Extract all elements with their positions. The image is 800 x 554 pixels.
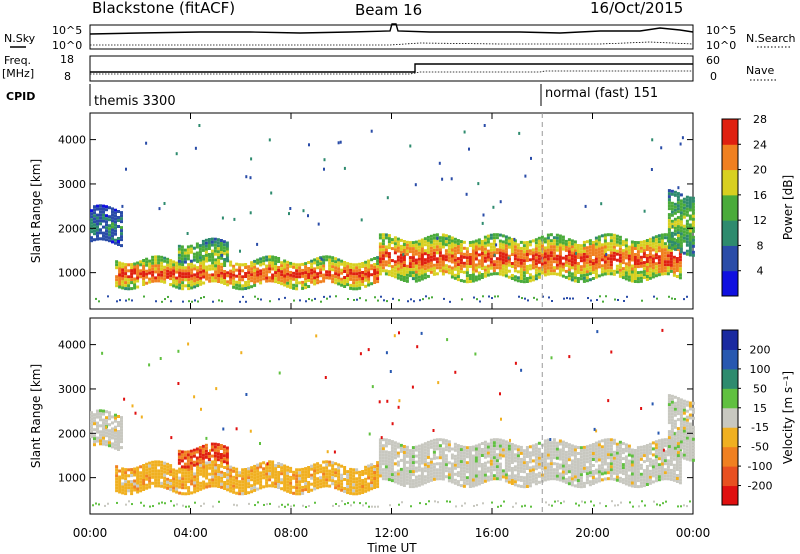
- nave-trace: [90, 70, 693, 75]
- colorbar-tick-label: 16: [753, 189, 767, 202]
- colorbar-segment: [722, 330, 738, 350]
- nsky-tick-bottom: 10^0: [52, 39, 82, 52]
- colorbar-segment: [722, 446, 738, 467]
- colorbar-title: Power [dB]: [781, 175, 795, 240]
- x-tick-label: 00:00: [73, 526, 108, 540]
- nave-tick-bottom: 0: [710, 70, 717, 83]
- cpid-strip: CPID themis 3300 normal (fast) 151: [6, 84, 658, 109]
- beam-title: Beam 16: [355, 1, 422, 19]
- colorbar-tick-label: 15: [753, 402, 767, 415]
- nave-label: Nave: [746, 64, 774, 77]
- echo-band: [177, 237, 229, 264]
- colorbar-tick-label: 8: [757, 239, 764, 252]
- power-colorbar: 4 8 12 16 20 24 28 Power [dB]: [721, 113, 795, 297]
- colorbar-segment: [722, 270, 738, 297]
- date-title: 16/Oct/2015: [590, 0, 683, 17]
- nsky-tick-top: 10^5: [52, 24, 82, 37]
- nsearch-tick-top: 10^5: [706, 24, 736, 37]
- echo-band: [378, 233, 682, 284]
- colorbar-segment: [722, 169, 738, 196]
- sparse-echoes: [101, 328, 676, 466]
- colorbar-tick-label: 4: [757, 265, 764, 278]
- nsearch-trace: [90, 41, 694, 46]
- colorbar-segment: [722, 194, 738, 221]
- nave-tick-top: 60: [706, 54, 720, 67]
- freq-unit: [MHz]: [2, 67, 34, 80]
- nsky-strip: N.Sky 10^5 10^0 10^5 10^0 N.Search: [4, 23, 796, 52]
- x-axis-title: Time UT: [366, 541, 417, 554]
- colorbar-tick-label: 200: [750, 343, 771, 356]
- echo-band: [115, 255, 380, 291]
- y-tick-label: 2000: [58, 222, 86, 235]
- y-axis-title: Slant Range [km]: [29, 364, 43, 468]
- colorbar-tick-label: 50: [753, 382, 767, 395]
- colorbar-tick-label: -100: [748, 460, 773, 473]
- cpid-segment-1: themis 3300: [94, 94, 176, 109]
- freq-trace: [90, 63, 693, 73]
- y-tick-label: 3000: [58, 178, 86, 191]
- colorbar-segment: [722, 144, 738, 171]
- colorbar-segment: [722, 407, 738, 428]
- colorbar-segment: [722, 368, 738, 389]
- cpid-segment-2: normal (fast) 151: [545, 86, 658, 101]
- freq-tick-bottom: 8: [64, 70, 71, 83]
- cpid-label: CPID: [6, 90, 35, 103]
- near-range-echoes: [92, 500, 691, 508]
- freq-tick-top: 18: [60, 53, 74, 66]
- colorbar-tick-label: 20: [753, 164, 767, 177]
- colorbar-segment: [722, 427, 738, 448]
- echo-band: [378, 438, 682, 489]
- echo-band: [177, 442, 229, 469]
- nsky-trace: [89, 23, 694, 35]
- velocity-colorbar: 200 100 50 15 -15 -50 -100 -200 Velocity [m s⁻¹]: [721, 329, 795, 506]
- site-title: Blackstone (fitACF): [92, 0, 235, 17]
- x-tick-label: 04:00: [173, 526, 208, 540]
- time-axis-labels: 00:00 04:00 08:00 12:00 16:00 20:00 00:00: [73, 526, 711, 540]
- colorbar-segment: [722, 119, 738, 145]
- echo-band: [667, 394, 695, 462]
- echo-band: [667, 189, 695, 257]
- y-axis-title: Slant Range [km]: [29, 159, 43, 263]
- y-tick-label: 1000: [58, 472, 86, 485]
- colorbar-segment: [722, 485, 738, 506]
- x-tick-label: 08:00: [274, 526, 309, 540]
- sparse-echoes: [121, 124, 684, 261]
- colorbar-tick-label: 100: [750, 363, 771, 376]
- echo-band: [115, 460, 380, 496]
- colorbar-segment: [722, 388, 738, 409]
- y-tick-label: 2000: [58, 427, 86, 440]
- colorbar-tick-label: 24: [753, 138, 767, 151]
- colorbar-tick-label: -50: [751, 441, 769, 454]
- echo-band: [90, 409, 123, 451]
- y-tick-label: 4000: [58, 134, 86, 147]
- freq-label: Freq.: [4, 54, 31, 67]
- y-tick-label: 1000: [58, 267, 86, 280]
- colorbar-tick-label: -15: [751, 421, 769, 434]
- nsearch-tick-bottom: 10^0: [706, 39, 736, 52]
- velocity-panel: 1000 2000 3000 4000 Slant Range [km]: [29, 317, 695, 515]
- colorbar-segment: [722, 220, 738, 246]
- colorbar-tick-label: 12: [753, 214, 767, 227]
- nsky-label: N.Sky: [4, 32, 36, 45]
- x-tick-label: 00:00: [676, 526, 711, 540]
- colorbar-segment: [722, 349, 738, 370]
- colorbar-tick-label: 28: [753, 113, 767, 126]
- y-tick-label: 4000: [58, 339, 86, 352]
- y-tick-label: 3000: [58, 383, 86, 396]
- x-tick-label: 12:00: [374, 526, 409, 540]
- power-panel: 1000 2000 3000 4000 Slant Range [km]: [29, 112, 695, 310]
- colorbar-tick-label: -200: [748, 480, 773, 493]
- x-tick-label: 20:00: [575, 526, 610, 540]
- echo-band: [90, 204, 123, 248]
- colorbar-segment: [722, 245, 738, 272]
- near-range-echoes: [95, 295, 688, 303]
- colorbar-title: Velocity [m s⁻¹]: [781, 371, 795, 464]
- colorbar-segment: [722, 466, 738, 487]
- x-tick-label: 16:00: [475, 526, 510, 540]
- freq-strip: Freq. [MHz] 18 8 60 0 Nave: [2, 53, 778, 83]
- nsearch-label: N.Search: [746, 32, 796, 45]
